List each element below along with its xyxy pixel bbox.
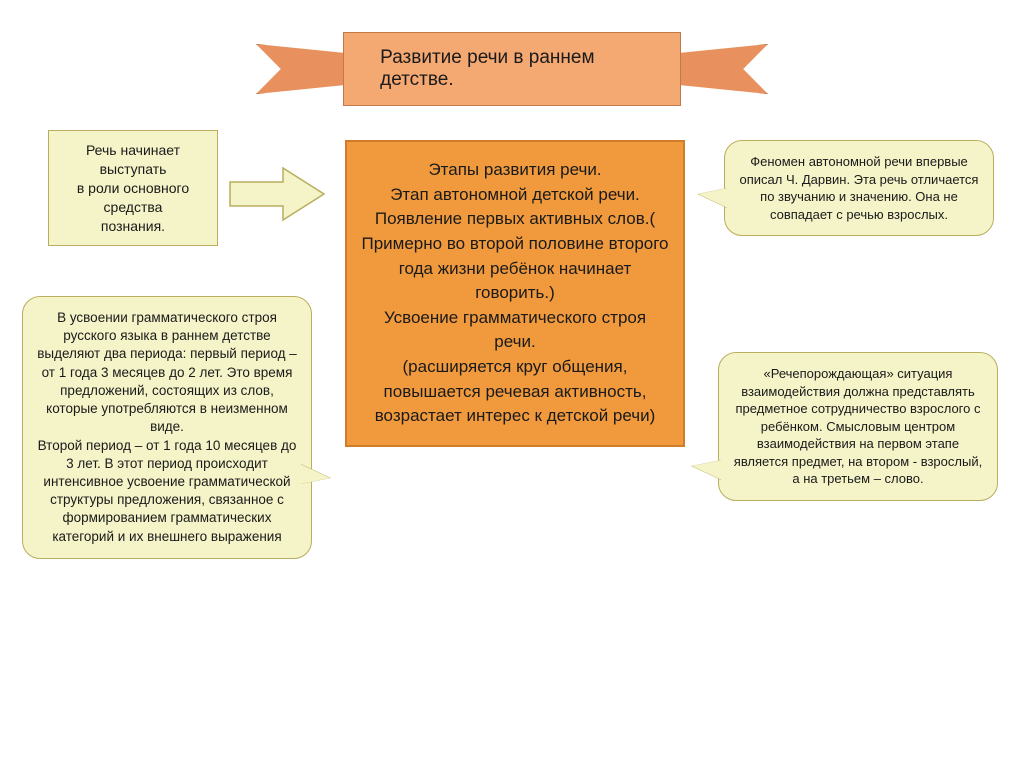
center-stages-box: Этапы развития речи.Этап автономной детс…: [345, 140, 685, 447]
ribbon-right: [669, 44, 768, 94]
arrow-right: [228, 164, 328, 224]
top-right-callout-tail: [698, 188, 728, 208]
ribbon-left: [256, 44, 355, 94]
bottom-right-callout-tail: [692, 460, 722, 480]
banner-title: Развитие речи в раннем детстве.: [343, 32, 681, 106]
top-left-info-box: Речь начинает выступатьв роли основного …: [48, 130, 218, 246]
title-banner: Развитие речи в раннем детстве.: [256, 32, 768, 106]
bottom-left-callout-tail: [300, 464, 330, 484]
bottom-right-callout: «Речепорождающая» ситуация взаимодействи…: [718, 352, 998, 501]
bottom-left-callout: В усвоении грамматического строя русског…: [22, 296, 312, 559]
top-right-callout: Феномен автономной речи впервые описал Ч…: [724, 140, 994, 236]
